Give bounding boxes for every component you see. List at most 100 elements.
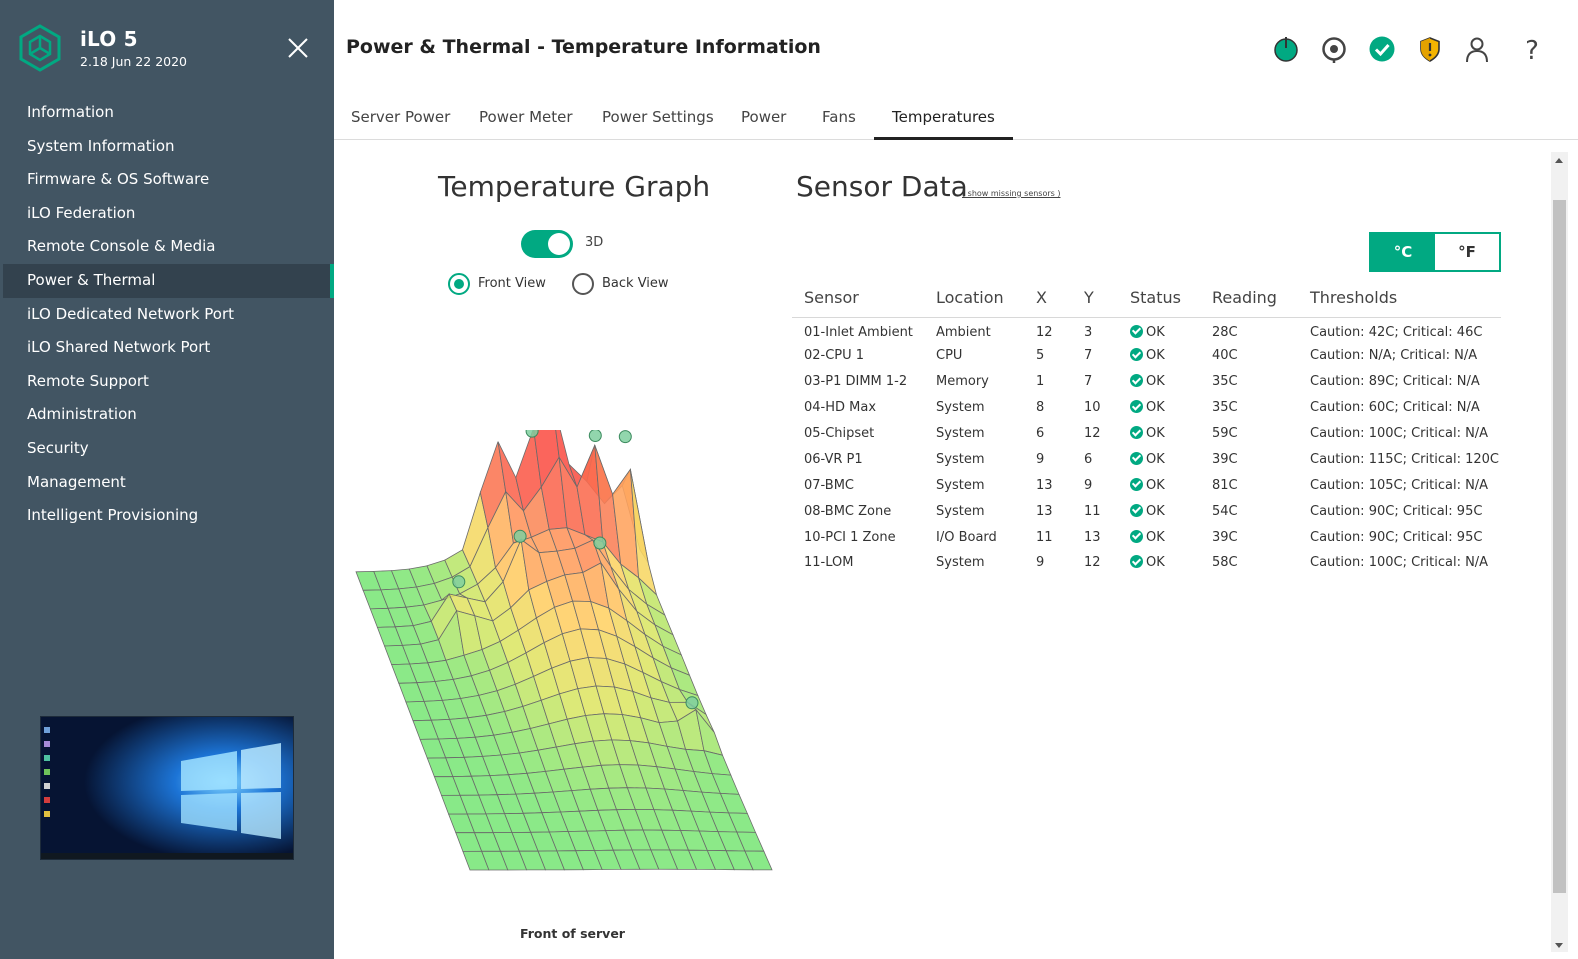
sensor-marker[interactable] <box>588 430 602 442</box>
status-text: OK <box>1146 426 1165 441</box>
scrollbar-thumb[interactable] <box>1553 200 1566 893</box>
column-header-x[interactable]: X <box>1036 279 1084 318</box>
table-row: 08-BMC Zone System 13 11 OK 54C Caution: 90C; … <box>792 498 1501 524</box>
sensor-status: OK <box>1130 395 1212 421</box>
vertical-scrollbar[interactable] <box>1551 152 1568 952</box>
sensor-y: 9 <box>1084 477 1093 493</box>
sidebar-item-information[interactable]: Information <box>27 103 114 121</box>
tab-power-meter[interactable]: Power Meter <box>479 108 573 126</box>
sidebar-item-remote-console-media[interactable]: Remote Console & Media <box>27 237 216 256</box>
sensor-x: 12 <box>1036 324 1053 340</box>
back-view-label[interactable]: Back View <box>602 276 669 291</box>
locator-icon[interactable] <box>1319 34 1349 64</box>
sensor-x: 1 <box>1036 374 1045 390</box>
sidebar-nav: Information System Information Firmware … <box>0 96 334 533</box>
sidebar-item-remote-support[interactable]: Remote Support <box>27 371 149 390</box>
column-header-thresholds[interactable]: Thresholds <box>1310 279 1501 318</box>
status-text: OK <box>1146 555 1165 571</box>
sensor-location: System <box>936 400 985 416</box>
column-header-y[interactable]: Y <box>1084 279 1130 318</box>
sensor-reading: 40C <box>1212 348 1238 364</box>
front-view-label[interactable]: Front View <box>478 276 546 291</box>
sidebar-item-management[interactable]: Management <box>27 472 126 491</box>
remote-console-thumbnail[interactable] <box>40 716 294 860</box>
sensor-name: 05-Chipset <box>804 426 875 441</box>
sensor-marker[interactable] <box>593 536 607 550</box>
front-view-radio[interactable] <box>448 273 470 295</box>
back-view-radio[interactable] <box>572 273 594 295</box>
status-text: OK <box>1146 529 1165 545</box>
sensor-status: OK <box>1130 343 1212 369</box>
security-shield-icon[interactable] <box>1415 34 1445 64</box>
sensor-marker[interactable] <box>525 430 539 438</box>
sensor-location: System <box>936 503 985 519</box>
scroll-down-icon[interactable] <box>1555 943 1563 948</box>
sensor-thresholds: Caution: 90C; Critical: 95C <box>1310 529 1483 545</box>
page-title: Power & Thermal - Temperature Informatio… <box>346 36 821 58</box>
tab-fans[interactable]: Fans <box>822 108 856 126</box>
sensor-reading: 35C <box>1212 400 1238 416</box>
ilo-logo-icon <box>19 24 61 72</box>
sensor-name: 08-BMC Zone <box>804 503 892 519</box>
sensor-status: OK <box>1130 472 1212 498</box>
3d-toggle-label: 3D <box>585 235 604 250</box>
tab-power-settings[interactable]: Power Settings <box>602 108 714 126</box>
temperature-graph-title: Temperature Graph <box>438 170 711 203</box>
sensor-marker[interactable] <box>685 696 699 710</box>
health-ok-icon[interactable] <box>1367 34 1397 64</box>
column-header-status[interactable]: Status <box>1130 279 1212 318</box>
status-text: OK <box>1146 348 1165 364</box>
help-icon[interactable]: ? <box>1517 34 1547 64</box>
brand-version: 2.18 Jun 22 2020 <box>80 54 188 69</box>
sidebar-item-intelligent-provisioning[interactable]: Intelligent Provisioning <box>27 506 199 525</box>
sensor-status: OK <box>1130 317 1212 343</box>
temperature-3d-surface[interactable] <box>340 430 780 880</box>
sensor-marker[interactable] <box>513 529 527 543</box>
sidebar-item-firmware-os-software[interactable]: Firmware & OS Software <box>27 170 210 189</box>
sensor-table-header: Sensor Location X Y Status Reading Thres… <box>792 279 1501 318</box>
surface-cell <box>744 850 773 871</box>
sidebar-item-ilo-shared-network-port[interactable]: iLO Shared Network Port <box>27 338 211 357</box>
tab-temperatures[interactable]: Temperatures <box>874 100 1013 140</box>
sensor-y: 3 <box>1084 324 1093 340</box>
sensor-reading: 81C <box>1212 477 1238 493</box>
3d-toggle[interactable] <box>521 230 573 258</box>
sidebar-item-power-thermal[interactable]: Power & Thermal <box>3 263 334 298</box>
status-text: OK <box>1146 374 1165 390</box>
sensor-status: OK <box>1130 369 1212 395</box>
sensor-thresholds: Caution: 115C; Critical: 120C <box>1310 451 1499 467</box>
table-row: 04-HD Max System 8 10 OK 35C Caution: 60C; Cri… <box>792 395 1501 421</box>
status-ok-icon <box>1130 426 1143 439</box>
column-header-sensor[interactable]: Sensor <box>792 279 936 318</box>
celsius-button[interactable]: °C <box>1371 234 1435 270</box>
sensor-name: 02-CPU 1 <box>804 348 865 364</box>
power-icon[interactable] <box>1271 34 1301 64</box>
sidebar-item-ilo-federation[interactable]: iLO Federation <box>27 203 136 222</box>
table-row: 07-BMC System 13 9 OK 81C Caution: 105C; Criti… <box>792 472 1501 498</box>
status-text: OK <box>1146 400 1165 416</box>
sidebar-item-administration[interactable]: Administration <box>27 405 137 424</box>
sensor-x: 13 <box>1036 503 1053 519</box>
sidebar-item-system-information[interactable]: System Information <box>27 136 175 155</box>
table-row: 03-P1 DIMM 1-2 Memory 1 7 OK 35C Caution: 89C;… <box>792 369 1501 395</box>
sensor-reading: 39C <box>1212 529 1238 545</box>
sidebar-item-ilo-dedicated-network-port[interactable]: iLO Dedicated Network Port <box>27 304 235 323</box>
close-icon[interactable] <box>286 36 310 60</box>
status-text: OK <box>1146 477 1165 493</box>
tab-server-power[interactable]: Server Power <box>351 108 451 126</box>
table-row: 02-CPU 1 CPU 5 7 OK 40C Caution: N/A; Critical… <box>792 343 1501 369</box>
scroll-up-icon[interactable] <box>1555 158 1563 163</box>
tab-power[interactable]: Power <box>741 108 787 126</box>
sensor-marker[interactable] <box>618 430 632 444</box>
sidebar-item-security[interactable]: Security <box>27 438 89 457</box>
table-row: 06-VR P1 System 9 6 OK 39C Caution: 115C; Crit… <box>792 446 1501 472</box>
brand: iLO 5 2.18 Jun 22 2020 <box>18 24 187 72</box>
status-ok-icon <box>1130 451 1143 465</box>
column-header-reading[interactable]: Reading <box>1212 279 1310 318</box>
surface-mesh <box>355 430 773 871</box>
user-icon[interactable] <box>1462 34 1492 64</box>
column-header-location[interactable]: Location <box>936 279 1036 318</box>
sensor-marker[interactable] <box>452 575 466 589</box>
fahrenheit-button[interactable]: °F <box>1435 234 1499 270</box>
show-missing-sensors-link[interactable]: ( show missing sensors ) <box>962 189 1061 198</box>
